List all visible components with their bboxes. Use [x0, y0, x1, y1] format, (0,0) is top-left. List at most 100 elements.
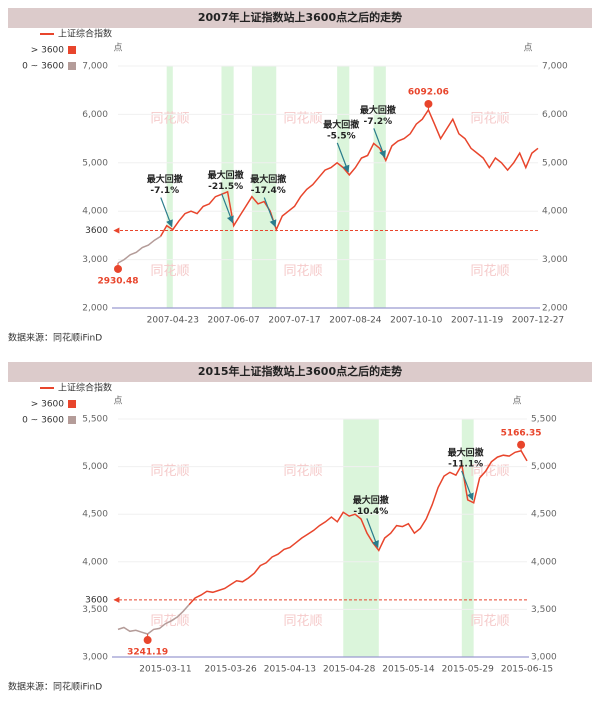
- x-tick-label: 2015-04-13: [264, 665, 316, 675]
- extreme-label: 3241.19: [127, 648, 168, 658]
- annotation-arrow: [160, 197, 173, 228]
- annotation-title: 最大回撤: [250, 173, 286, 185]
- drawdown-band: [166, 66, 173, 308]
- index-line: [117, 235, 161, 264]
- y-tick-label: 4,500: [82, 510, 108, 520]
- annotation-arrow: [221, 193, 234, 224]
- y2-tick-label: 4,000: [542, 207, 568, 217]
- annotation-title: 最大回撤: [360, 104, 396, 116]
- piece-label: 0 ~ 3600: [22, 416, 64, 426]
- drawdown-band: [461, 419, 474, 657]
- annotation-value: -7.2%: [363, 117, 392, 127]
- index-line: [188, 449, 528, 606]
- annotation-value: -5.5%: [327, 131, 356, 141]
- source-note: 数据来源：同花顺iFinD: [8, 681, 102, 693]
- extreme-point: [424, 99, 433, 108]
- watermark: 同花顺: [470, 263, 509, 279]
- extreme-point: [114, 264, 122, 273]
- threshold-label: 3600: [85, 226, 108, 236]
- x-tick-label: 2007-08-24: [329, 316, 382, 326]
- extreme-point: [143, 636, 152, 645]
- annotation-arrow: [366, 518, 379, 549]
- extreme-label: 5166.35: [501, 428, 542, 438]
- title-banner: [8, 8, 592, 28]
- watermark: 同花顺: [283, 613, 322, 629]
- drawdown-band: [343, 419, 379, 657]
- annotation-title: 最大回撤: [147, 173, 183, 185]
- y2-tick-label: 5,000: [531, 462, 557, 472]
- y2-tick-label: 2,000: [542, 304, 568, 314]
- y-tick-label: 5,000: [82, 158, 108, 168]
- annotation-value: -17.4%: [251, 186, 286, 196]
- annotation-title: 最大回撤: [353, 494, 389, 506]
- index-line: [117, 604, 190, 635]
- y-unit-left: 点: [113, 396, 122, 407]
- piece-swatch: [68, 62, 76, 70]
- annotation-value: -11.1%: [448, 459, 483, 469]
- watermark: 同花顺: [283, 111, 322, 127]
- x-tick-label: 2015-05-29: [442, 665, 495, 675]
- drawdown-band: [221, 66, 234, 308]
- y-tick-label: 3,000: [82, 255, 108, 265]
- x-tick-label: 2007-07-17: [268, 316, 320, 326]
- x-tick-label: 2007-04-23: [147, 316, 199, 326]
- annotation-arrow: [263, 197, 277, 228]
- annotation-value: -21.5%: [208, 182, 243, 192]
- y2-tick-label: 3,000: [542, 255, 568, 265]
- y-tick-label: 5,500: [82, 415, 108, 425]
- drawdown-band: [337, 66, 350, 308]
- piece-label: 0 ~ 3600: [22, 62, 64, 72]
- y2-tick-label: 5,000: [542, 158, 568, 168]
- index-line: [159, 108, 539, 237]
- extreme-label: 2930.48: [98, 276, 139, 286]
- watermark: 同花顺: [470, 613, 509, 629]
- legend-label: 上证综合指数: [58, 28, 112, 40]
- y2-tick-label: 6,000: [542, 110, 568, 120]
- y-tick-label: 4,000: [82, 557, 108, 567]
- x-tick-label: 2015-03-11: [139, 665, 191, 675]
- threshold-label: 3600: [85, 595, 108, 605]
- piece-swatch: [68, 416, 76, 424]
- chart-title: 2015年上证指数站上3600点之后的走势: [198, 364, 402, 378]
- annotation-arrow: [336, 142, 350, 173]
- watermark: 同花顺: [150, 463, 189, 479]
- watermark: 同花顺: [283, 263, 322, 279]
- y-tick-label: 5,000: [82, 462, 108, 472]
- annotation-value: -10.4%: [353, 507, 388, 517]
- y2-tick-label: 7,000: [542, 62, 568, 72]
- x-tick-label: 2015-05-14: [382, 665, 435, 675]
- x-tick-label: 2007-11-19: [451, 316, 504, 326]
- y2-tick-label: 5,500: [531, 415, 557, 425]
- chart-title: 2007年上证指数站上3600点之后的走势: [198, 10, 402, 24]
- y-tick-label: 7,000: [82, 62, 108, 72]
- legend-label: 上证综合指数: [58, 382, 112, 394]
- annotation-title: 最大回撤: [208, 169, 244, 181]
- x-tick-label: 2015-04-28: [323, 665, 376, 675]
- y2-tick-label: 4,500: [531, 510, 557, 520]
- y-tick-label: 6,000: [82, 110, 108, 120]
- extreme-label: 6092.06: [408, 87, 449, 97]
- watermark: 同花顺: [470, 111, 509, 127]
- y-tick-label: 2,000: [82, 304, 108, 314]
- y-unit-left: 点: [113, 43, 122, 54]
- source-note: 数据来源：同花顺iFinD: [8, 332, 102, 344]
- x-tick-label: 2007-12-27: [512, 316, 564, 326]
- y-unit-right: 点: [523, 43, 532, 54]
- piece-swatch: [68, 400, 76, 408]
- piece-swatch: [68, 46, 76, 54]
- annotation-arrow: [461, 470, 474, 501]
- title-banner: [8, 362, 592, 382]
- watermark: 同花顺: [150, 111, 189, 127]
- piece-label: > 3600: [31, 46, 65, 56]
- y2-tick-label: 3,000: [531, 653, 557, 663]
- x-tick-label: 2015-03-26: [204, 665, 257, 675]
- y-unit-right: 点: [512, 396, 521, 407]
- extreme-point: [517, 440, 526, 449]
- y-tick-label: 3,000: [82, 653, 108, 663]
- annotation-arrow: [373, 128, 386, 159]
- x-tick-label: 2007-10-10: [390, 316, 443, 326]
- y2-tick-label: 3,500: [531, 605, 557, 615]
- x-tick-label: 2007-06-07: [207, 316, 259, 326]
- watermark: 同花顺: [283, 463, 322, 479]
